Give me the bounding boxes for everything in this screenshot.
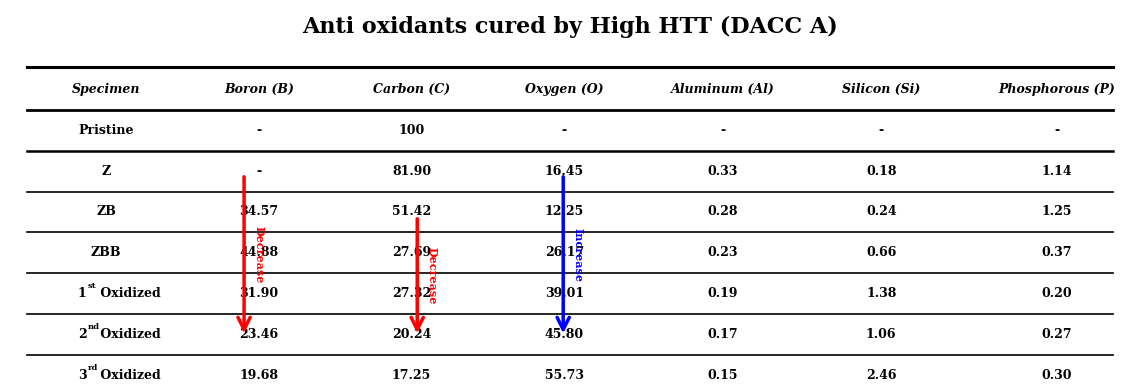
Text: Silicon (Si): Silicon (Si) <box>842 83 920 96</box>
Text: -: - <box>1054 124 1059 137</box>
Text: Oxidized: Oxidized <box>96 287 161 300</box>
Text: 26.17: 26.17 <box>545 246 584 259</box>
Text: Pristine: Pristine <box>79 124 133 137</box>
Text: -: - <box>562 124 567 137</box>
Text: Anti oxidants cured by High HTT (DACC A): Anti oxidants cured by High HTT (DACC A) <box>302 16 838 38</box>
Text: 19.68: 19.68 <box>239 369 278 382</box>
Text: -: - <box>256 124 261 137</box>
Text: 0.23: 0.23 <box>708 246 738 259</box>
Text: 1: 1 <box>78 287 87 300</box>
Text: 81.90: 81.90 <box>392 165 431 178</box>
Text: 51.42: 51.42 <box>392 206 431 218</box>
Text: 0.27: 0.27 <box>1041 328 1072 341</box>
Text: 0.66: 0.66 <box>866 246 896 259</box>
Text: 16.45: 16.45 <box>545 165 584 178</box>
Text: 0.37: 0.37 <box>1041 246 1072 259</box>
Text: 0.15: 0.15 <box>708 369 738 382</box>
Text: 55.73: 55.73 <box>545 369 584 382</box>
Text: 0.24: 0.24 <box>866 206 896 218</box>
Text: 12.25: 12.25 <box>545 206 584 218</box>
Text: 0.20: 0.20 <box>1041 287 1072 300</box>
Text: -: - <box>256 165 261 178</box>
Text: 1.06: 1.06 <box>866 328 896 341</box>
Text: nd: nd <box>88 323 100 331</box>
Text: Carbon (C): Carbon (C) <box>373 83 450 96</box>
Text: 0.18: 0.18 <box>866 165 896 178</box>
Text: Phosphorous (P): Phosphorous (P) <box>999 83 1115 96</box>
Text: 34.57: 34.57 <box>239 206 278 218</box>
Text: 20.24: 20.24 <box>392 328 431 341</box>
Text: 27.69: 27.69 <box>392 246 431 259</box>
Text: 2.46: 2.46 <box>866 369 896 382</box>
Text: -: - <box>879 124 884 137</box>
Text: Oxygen (O): Oxygen (O) <box>526 83 603 96</box>
Text: ZB: ZB <box>96 206 116 218</box>
Text: 0.33: 0.33 <box>708 165 738 178</box>
Text: 2: 2 <box>78 328 87 341</box>
Text: ZBB: ZBB <box>91 246 121 259</box>
Text: 1.25: 1.25 <box>1041 206 1072 218</box>
Text: 23.46: 23.46 <box>239 328 278 341</box>
Text: Z: Z <box>101 165 111 178</box>
Text: Oxidized: Oxidized <box>96 328 161 341</box>
Text: 45.80: 45.80 <box>545 328 584 341</box>
Text: Aluminum (Al): Aluminum (Al) <box>671 83 775 96</box>
Text: Increase: Increase <box>572 228 584 282</box>
Text: Oxidized: Oxidized <box>96 369 161 382</box>
Text: 44.88: 44.88 <box>239 246 278 259</box>
Text: 1.38: 1.38 <box>866 287 896 300</box>
Text: st: st <box>88 282 97 290</box>
Text: -: - <box>720 124 725 137</box>
Text: 39.01: 39.01 <box>545 287 584 300</box>
Text: Specimen: Specimen <box>72 83 140 96</box>
Text: Decrease: Decrease <box>426 247 438 305</box>
Text: rd: rd <box>88 364 98 372</box>
Text: Decrease: Decrease <box>253 227 264 284</box>
Text: 0.30: 0.30 <box>1041 369 1072 382</box>
Text: 17.25: 17.25 <box>392 369 431 382</box>
Text: 31.90: 31.90 <box>239 287 278 300</box>
Text: 1.14: 1.14 <box>1041 165 1072 178</box>
Text: 27.32: 27.32 <box>392 287 431 300</box>
Text: 0.17: 0.17 <box>708 328 738 341</box>
Text: Boron (B): Boron (B) <box>223 83 294 96</box>
Text: 3: 3 <box>78 369 87 382</box>
Text: 0.28: 0.28 <box>708 206 738 218</box>
Text: 100: 100 <box>399 124 425 137</box>
Text: 0.19: 0.19 <box>708 287 738 300</box>
